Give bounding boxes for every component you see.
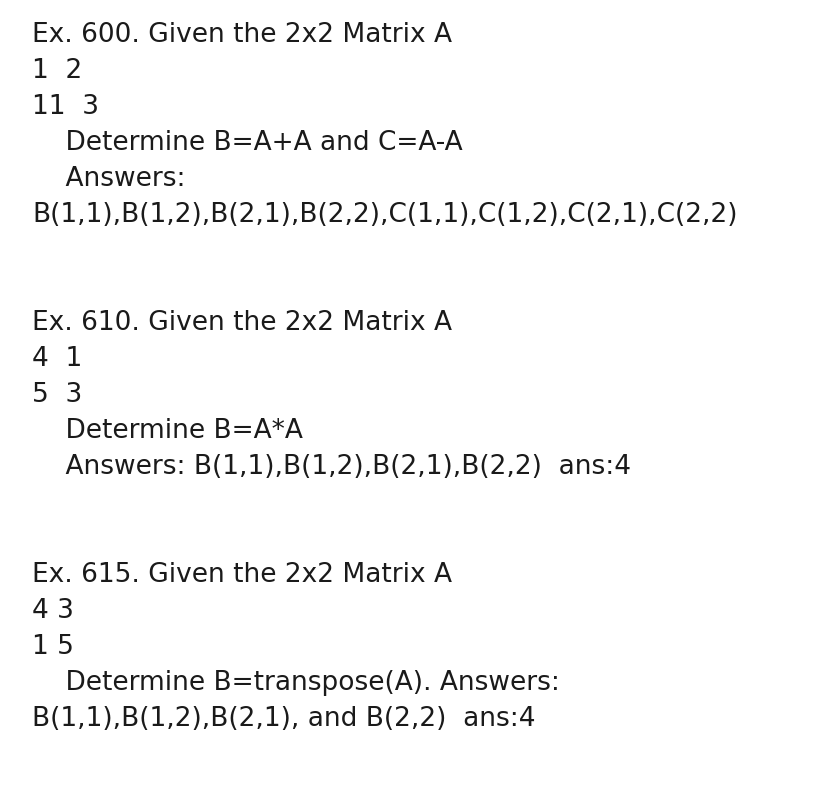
Text: Ex. 610. Given the 2x2 Matrix A: Ex. 610. Given the 2x2 Matrix A [32, 310, 452, 336]
Text: B(1,1),B(1,2),B(2,1),B(2,2),C(1,1),C(1,2),C(2,1),C(2,2): B(1,1),B(1,2),B(2,1),B(2,2),C(1,1),C(1,2… [32, 202, 737, 228]
Text: B(1,1),B(1,2),B(2,1), and B(2,2)  ans:4: B(1,1),B(1,2),B(2,1), and B(2,2) ans:4 [32, 706, 535, 732]
Text: 11  3: 11 3 [32, 94, 99, 120]
Text: Determine B=A+A and C=A-A: Determine B=A+A and C=A-A [32, 130, 462, 156]
Text: Ex. 615. Given the 2x2 Matrix A: Ex. 615. Given the 2x2 Matrix A [32, 562, 452, 588]
Text: Determine B=transpose(A). Answers:: Determine B=transpose(A). Answers: [32, 670, 559, 696]
Text: 1  2: 1 2 [32, 58, 82, 84]
Text: Ex. 600. Given the 2x2 Matrix A: Ex. 600. Given the 2x2 Matrix A [32, 22, 452, 48]
Text: Determine B=A*A: Determine B=A*A [32, 418, 303, 444]
Text: 5  3: 5 3 [32, 382, 82, 408]
Text: 4  1: 4 1 [32, 346, 82, 372]
Text: Answers:: Answers: [32, 166, 185, 192]
Text: 1 5: 1 5 [32, 634, 74, 660]
Text: 4 3: 4 3 [32, 598, 74, 624]
Text: Answers: B(1,1),B(1,2),B(2,1),B(2,2)  ans:4: Answers: B(1,1),B(1,2),B(2,1),B(2,2) ans… [32, 454, 630, 480]
